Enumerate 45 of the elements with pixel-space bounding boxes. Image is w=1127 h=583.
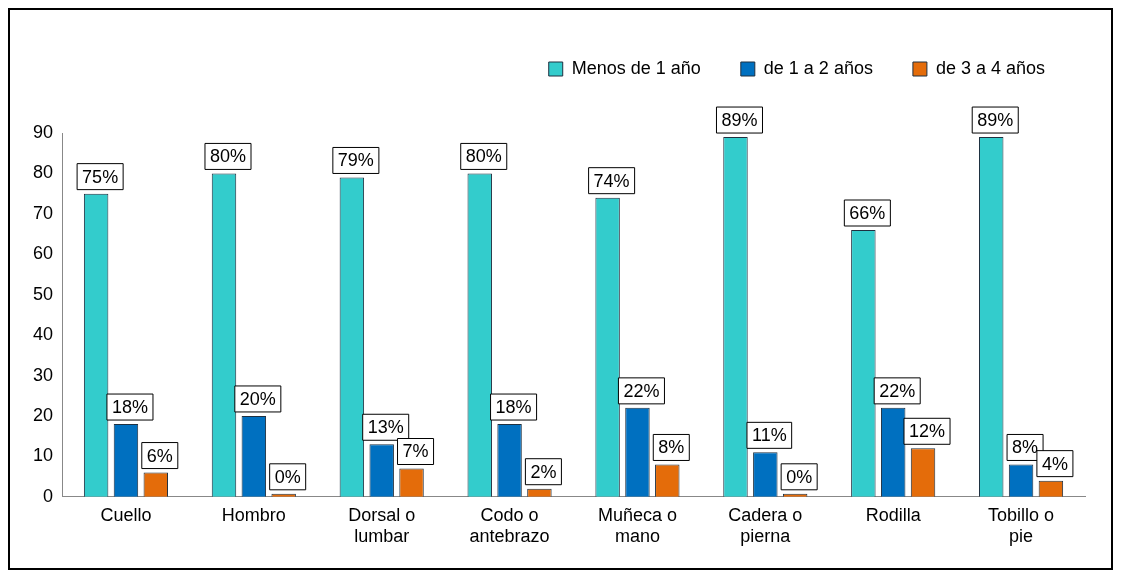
data-label: 74% — [593, 170, 630, 191]
data-label: 8% — [658, 437, 685, 458]
y-tick-label: 10 — [32, 445, 54, 466]
y-tick-label: 70 — [32, 202, 54, 223]
data-label: 4% — [1041, 453, 1068, 474]
data-label: 0% — [786, 466, 813, 487]
data-label: 79% — [337, 150, 374, 171]
y-tick-label: 50 — [32, 283, 54, 304]
x-tick-label: Rodilla — [865, 504, 922, 525]
y-tick-label: 90 — [32, 121, 54, 142]
legend-label: de 3 a 4 años — [935, 57, 1045, 78]
data-label: 80% — [465, 146, 502, 167]
data-label: 75% — [82, 166, 119, 187]
data-label: 18% — [495, 397, 532, 418]
data-label: 7% — [402, 441, 429, 462]
data-label: 13% — [367, 417, 404, 438]
y-tick-label: 80 — [32, 162, 54, 183]
data-label: 89% — [721, 110, 758, 131]
data-label: 18% — [111, 397, 148, 418]
legend-label: Menos de 1 año — [571, 57, 701, 78]
data-label: 22% — [879, 380, 916, 401]
x-tick-label: Dorsal o lumbar — [348, 504, 416, 547]
y-tick-label: 0 — [43, 485, 54, 506]
data-label: 80% — [209, 146, 247, 167]
y-tick-label: 20 — [32, 404, 54, 425]
data-label: 12% — [909, 421, 946, 442]
data-label: 2% — [530, 461, 557, 482]
x-tick-label: Hombro — [221, 504, 286, 525]
x-tick-label: Muñeca o mano — [597, 504, 677, 547]
x-tick-label: Codo o antebrazo — [469, 504, 550, 547]
data-label: 20% — [239, 388, 276, 409]
data-label: 22% — [623, 380, 660, 401]
y-tick-label: 60 — [32, 243, 54, 264]
data-label: 66% — [849, 202, 886, 223]
legend-label: de 1 a 2 años — [763, 57, 873, 78]
x-tick-label: Cadera o pierna — [728, 504, 803, 547]
x-tick-label: Cuello — [100, 504, 152, 525]
x-tick-label: Tobillo o pie — [988, 504, 1055, 547]
y-tick-label: 40 — [32, 324, 54, 345]
data-label: 0% — [274, 466, 301, 487]
data-label: 8% — [1012, 437, 1039, 458]
data-label: 11% — [751, 425, 787, 446]
y-tick-label: 30 — [32, 364, 54, 385]
data-label: 6% — [146, 445, 173, 466]
data-label: 89% — [977, 110, 1014, 131]
